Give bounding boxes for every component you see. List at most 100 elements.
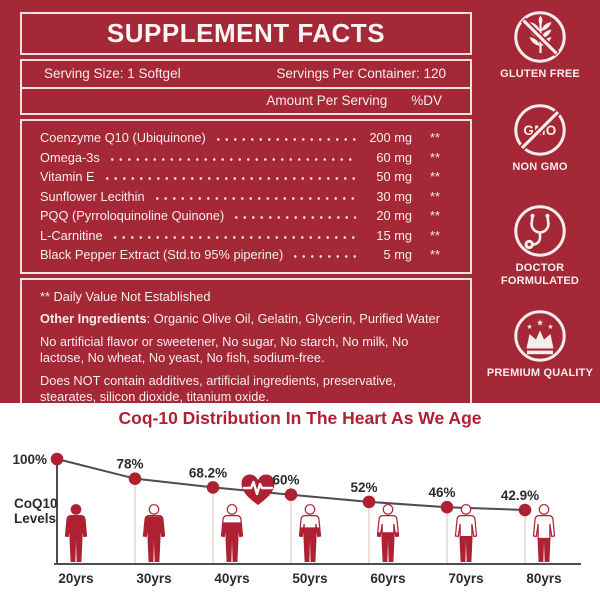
- x-tick-label: 70yrs: [448, 571, 483, 586]
- data-point: [362, 495, 376, 509]
- data-point: [206, 481, 220, 494]
- dotted-leader: [102, 169, 356, 184]
- ingredient-dv: **: [430, 208, 440, 223]
- dotted-leader: [152, 189, 356, 204]
- ingredient-row: PQQ (Pyrroloquinoline Quinone) 20 mg **: [40, 206, 458, 226]
- ingredient-name: PQQ (Pyrroloquinoline Quinone): [40, 208, 225, 223]
- x-tick-label: 20yrs: [58, 571, 93, 586]
- ingredient-amount: 200 mg: [369, 130, 412, 145]
- point-label: 46%: [428, 485, 455, 500]
- svg-text:★: ★: [526, 323, 532, 331]
- serving-info-box: Serving Size: 1 Softgel Servings Per Con…: [20, 59, 472, 115]
- ingredient-amount: 60 mg: [376, 149, 412, 165]
- footnotes-box: ** Daily Value Not Established Other Ingr…: [20, 277, 472, 417]
- x-tick-label: 80yrs: [526, 571, 561, 586]
- person-figure: [376, 504, 400, 562]
- data-point: [440, 500, 454, 514]
- footnote: ** Daily Value Not Established: [40, 288, 211, 304]
- data-point: [518, 503, 532, 517]
- person-figure: [454, 504, 478, 562]
- dotted-leader: [232, 208, 356, 223]
- x-tick-label: 30yrs: [136, 571, 171, 586]
- point-label: 42.9%: [501, 488, 539, 503]
- y-axis-label: CoQ10: [14, 496, 58, 511]
- footnote: Does NOT contain additives, artificial i…: [40, 372, 397, 405]
- dotted-leader: [291, 247, 356, 262]
- gmo-crossed-icon: GMO: [480, 102, 600, 158]
- ingredient-dv: **: [430, 247, 440, 262]
- ingredient-amount: 5 mg: [383, 247, 412, 262]
- chart-section: Coq-10 Distribution In The Heart As We A…: [0, 403, 600, 600]
- coq10-age-chart: 100% 78% 68.2% 60% 52% 46% 42.9% 20yrs 30yrs 40yr…: [12, 452, 581, 586]
- dv-header: %DV: [411, 93, 442, 108]
- supplement-facts-panel: SUPPLEMENT FACTS Serving Size: 1 Softgel…: [20, 12, 472, 421]
- x-tick-label: 50yrs: [292, 571, 327, 586]
- ingredient-name: Sunflower Lecithin: [40, 188, 145, 204]
- person-figure: [532, 504, 556, 562]
- footnote: Other Ingredients: Organic Olive Oil, Ge…: [40, 311, 440, 326]
- ingredients-table: Coenzyme Q10 (Ubiquinone) 200 mg ** Omega-3…: [20, 119, 472, 274]
- person-figure: [298, 504, 322, 562]
- badge-label: DOCTOR FORMULATED: [500, 262, 580, 287]
- stethoscope-icon: [480, 203, 600, 259]
- serving-size: Serving Size: 1 Softgel: [44, 66, 181, 81]
- point-label: 100%: [12, 452, 47, 467]
- svg-text:★: ★: [547, 323, 553, 331]
- dotted-leader: [213, 130, 356, 145]
- ingredient-dv: **: [430, 149, 440, 165]
- point-label: 68.2%: [189, 465, 227, 480]
- amount-header-row: Amount Per Serving %DV: [22, 89, 470, 113]
- ingredient-amount: 15 mg: [376, 227, 412, 243]
- badge-label: PREMIUM QUALITY: [486, 367, 594, 379]
- badge-premium-quality: ★ ★ ★ PREMIUM QUALITY: [480, 308, 600, 380]
- svg-text:★: ★: [536, 318, 544, 328]
- ingredient-name: Coenzyme Q10 (Ubiquinone): [40, 130, 206, 145]
- badge-label: GLUTEN FREE: [500, 68, 580, 80]
- badge-gluten-free: GLUTEN FREE: [480, 9, 600, 81]
- footnote-lead: Other Ingredients: [40, 311, 147, 326]
- panel-title-box: SUPPLEMENT FACTS: [20, 12, 472, 55]
- ingredient-dv: **: [430, 169, 440, 184]
- ingredient-row: Coenzyme Q10 (Ubiquinone) 200 mg **: [40, 128, 458, 148]
- footnote: No artificial flavor or sweetener, No su…: [40, 333, 409, 366]
- ingredient-name: Vitamin E: [40, 169, 95, 184]
- ingredient-row: Vitamin E 50 mg **: [40, 167, 458, 187]
- servings-per-container: Servings Per Container: 120: [276, 66, 446, 81]
- person-figure: [64, 504, 88, 562]
- data-point: [50, 452, 64, 466]
- ingredient-row: Sunflower Lecithin 30 mg **: [40, 187, 458, 207]
- ingredient-amount: 30 mg: [376, 188, 412, 204]
- ingredient-row: Black Pepper Extract (Std.to 95% piperin…: [40, 245, 458, 265]
- badge-label: NON GMO: [512, 161, 568, 173]
- y-axis-label: Levels: [14, 511, 56, 526]
- crown-icon: ★ ★ ★: [480, 308, 600, 364]
- x-tick-label: 40yrs: [214, 571, 249, 586]
- point-label: 78%: [116, 457, 143, 472]
- label-background: SUPPLEMENT FACTS Serving Size: 1 Softgel…: [0, 0, 600, 417]
- ingredient-row: Omega-3s 60 mg **: [40, 148, 458, 168]
- dotted-leader: [110, 228, 356, 243]
- badge-doctor-formulated: DOCTOR FORMULATED: [480, 203, 600, 287]
- ingredient-dv: **: [430, 130, 440, 145]
- dotted-leader: [107, 150, 356, 165]
- ingredient-name: Omega-3s: [40, 149, 100, 165]
- serving-row: Serving Size: 1 Softgel Servings Per Con…: [22, 61, 470, 89]
- wheat-crossed-icon: [480, 9, 600, 65]
- badge-non-gmo: GMO NON GMO: [480, 102, 600, 174]
- point-label: 60%: [272, 473, 299, 488]
- person-figure: [142, 504, 166, 562]
- supplement-facts-title: SUPPLEMENT FACTS: [106, 18, 386, 48]
- ingredient-row: L-Carnitine 15 mg **: [40, 226, 458, 246]
- ingredient-name: Black Pepper Extract (Std.to 95% piperin…: [40, 247, 284, 262]
- ingredient-amount: 50 mg: [376, 169, 412, 184]
- ingredient-dv: **: [430, 227, 440, 243]
- data-point: [284, 488, 298, 502]
- point-label: 52%: [350, 480, 377, 495]
- ingredient-dv: **: [430, 188, 440, 204]
- ingredient-amount: 20 mg: [376, 208, 412, 223]
- x-tick-label: 60yrs: [370, 571, 405, 586]
- person-figure: [220, 504, 244, 562]
- data-point: [128, 472, 142, 485]
